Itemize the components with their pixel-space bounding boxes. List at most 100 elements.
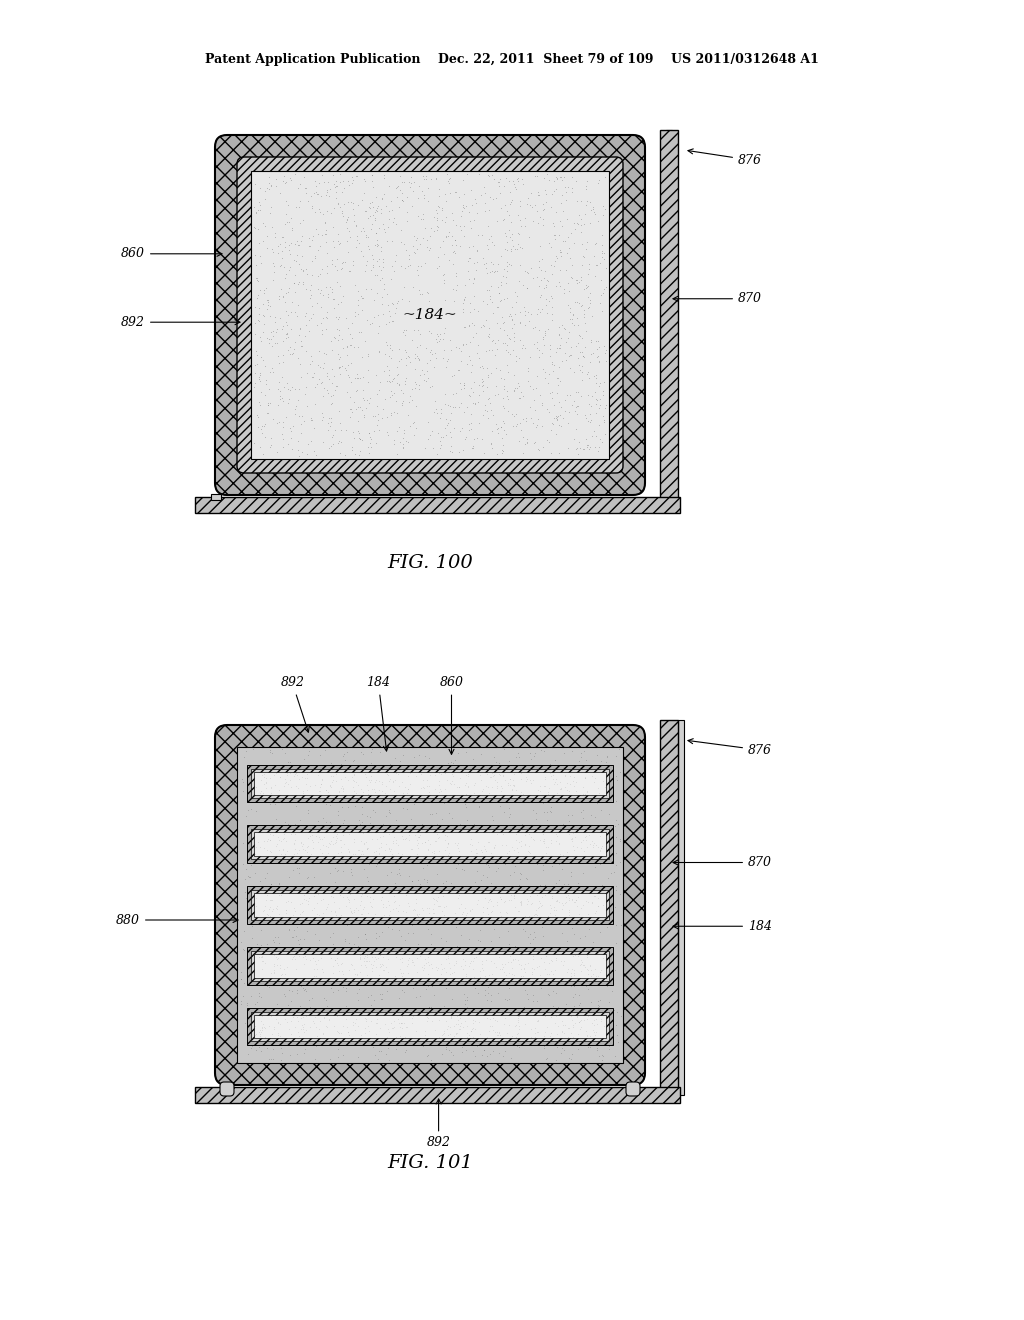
Point bbox=[290, 389, 306, 411]
Point bbox=[512, 255, 528, 276]
Point bbox=[511, 387, 527, 408]
Point bbox=[484, 895, 501, 916]
Point bbox=[248, 800, 264, 821]
Point bbox=[489, 1007, 506, 1028]
Point bbox=[317, 911, 334, 932]
Point bbox=[435, 265, 452, 286]
Point bbox=[568, 404, 585, 425]
Point bbox=[567, 269, 584, 290]
Point bbox=[386, 429, 402, 450]
Point bbox=[390, 895, 407, 916]
Point bbox=[542, 1026, 558, 1047]
Point bbox=[559, 841, 575, 862]
Point bbox=[355, 389, 372, 411]
Point bbox=[371, 341, 387, 362]
Point bbox=[332, 275, 348, 296]
Point bbox=[283, 820, 299, 841]
Point bbox=[497, 969, 513, 990]
Point bbox=[540, 1001, 556, 1022]
Point bbox=[404, 195, 421, 216]
Point bbox=[293, 367, 309, 388]
Point bbox=[238, 887, 254, 908]
Point bbox=[597, 397, 613, 418]
Point bbox=[493, 780, 509, 801]
Point bbox=[442, 182, 459, 203]
Point bbox=[449, 950, 465, 972]
Point bbox=[240, 799, 256, 820]
Point bbox=[324, 358, 340, 379]
Point bbox=[353, 804, 370, 825]
Point bbox=[543, 949, 559, 970]
Point bbox=[278, 891, 294, 912]
Point bbox=[346, 337, 362, 358]
Point bbox=[381, 840, 397, 861]
Point bbox=[561, 774, 578, 795]
Point bbox=[346, 888, 362, 909]
Point bbox=[572, 742, 589, 763]
Point bbox=[367, 202, 383, 223]
Point bbox=[527, 1027, 544, 1048]
Point bbox=[444, 1044, 461, 1065]
Point bbox=[298, 302, 314, 323]
Point bbox=[595, 968, 611, 989]
Point bbox=[558, 791, 574, 812]
Point bbox=[293, 335, 309, 356]
Point bbox=[566, 213, 583, 234]
Point bbox=[314, 834, 331, 855]
Point bbox=[347, 771, 364, 792]
Point bbox=[440, 842, 457, 863]
Point bbox=[590, 994, 606, 1015]
Point bbox=[433, 1024, 450, 1045]
Point bbox=[289, 244, 305, 265]
Point bbox=[464, 834, 480, 855]
Point bbox=[584, 1012, 600, 1034]
Point bbox=[373, 837, 389, 858]
Point bbox=[378, 313, 394, 334]
Point bbox=[563, 1006, 580, 1027]
Point bbox=[598, 907, 614, 928]
Point bbox=[454, 758, 470, 779]
Point bbox=[278, 903, 294, 924]
Point bbox=[580, 1008, 596, 1030]
Point bbox=[505, 887, 521, 908]
Point bbox=[394, 939, 411, 960]
Point bbox=[244, 1035, 260, 1056]
Point bbox=[275, 953, 292, 974]
Point bbox=[570, 381, 587, 403]
Point bbox=[442, 339, 459, 360]
Point bbox=[417, 1024, 433, 1045]
Point bbox=[527, 803, 544, 824]
Point bbox=[608, 879, 625, 900]
Point bbox=[523, 408, 540, 429]
Point bbox=[418, 953, 434, 974]
Point bbox=[293, 422, 309, 444]
Point bbox=[482, 990, 499, 1011]
Point bbox=[429, 331, 445, 352]
Point bbox=[483, 275, 500, 296]
Point bbox=[305, 304, 322, 325]
Point bbox=[353, 972, 370, 993]
Point bbox=[442, 436, 459, 457]
Point bbox=[575, 1008, 592, 1030]
Point bbox=[330, 1039, 346, 1060]
Point bbox=[605, 862, 622, 883]
Point bbox=[457, 989, 473, 1010]
Point bbox=[284, 927, 300, 948]
Point bbox=[336, 833, 352, 854]
Point bbox=[601, 1031, 617, 1052]
Point bbox=[480, 965, 497, 986]
Point bbox=[438, 1010, 455, 1031]
Point bbox=[531, 286, 548, 308]
Point bbox=[338, 308, 354, 329]
Point bbox=[280, 751, 296, 772]
Point bbox=[369, 265, 385, 286]
Point bbox=[484, 302, 501, 323]
Point bbox=[396, 276, 413, 297]
Point bbox=[447, 887, 464, 908]
Point bbox=[591, 437, 607, 458]
Point bbox=[361, 442, 378, 463]
Point bbox=[369, 228, 385, 249]
Point bbox=[398, 884, 415, 906]
Point bbox=[385, 948, 401, 969]
Point bbox=[238, 859, 254, 880]
